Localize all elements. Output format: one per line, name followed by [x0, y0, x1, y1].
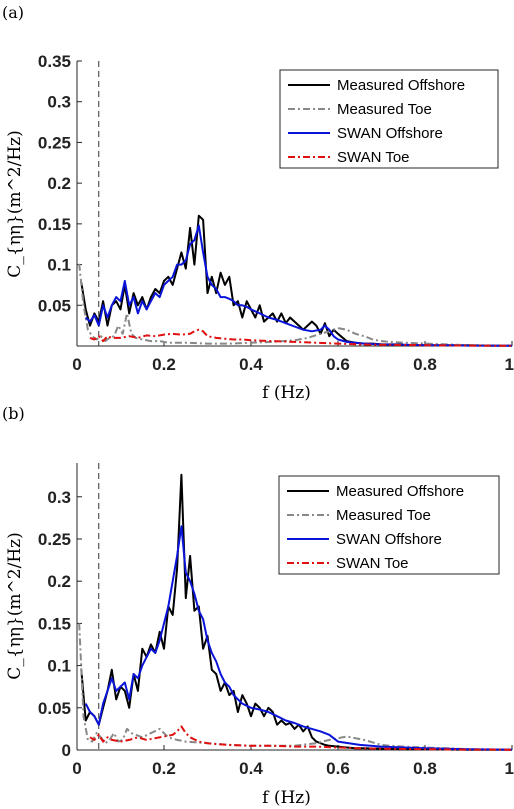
panel-b-x-tick-label: 0: [72, 759, 81, 778]
panel-b-y-tick-label: 0.25: [38, 530, 71, 549]
panel-b-y-tick-label: 0.15: [38, 614, 71, 633]
panel-a: (a) 0 0.2 0.4 0.6 0.8 1 0.05 0.1 0.15 0.2 0.25 0.3 0.…: [2, 3, 514, 403]
panel-b-y-tick-label: 0.3: [47, 488, 71, 507]
panel-a-x-tick-label: 0.6: [326, 355, 350, 374]
panel-a-y-tick-label: 0.1: [47, 256, 71, 275]
panel-b-y-tick-label: 0.05: [38, 699, 71, 718]
panel-a-x-tick-label: 0.2: [152, 355, 176, 374]
panel-a-y-tick-label: 0.25: [38, 133, 71, 152]
panel-b-y-tick-label: 0.2: [47, 572, 71, 591]
panel-b-y-tick-label: 0.1: [47, 657, 71, 676]
panel-b-series-line-1: [78, 623, 513, 751]
panel-b-y-tick-label: 0: [62, 741, 71, 760]
panel-a-y-axis-title: C_{ηη}(m^2/Hz): [5, 130, 25, 277]
panel-b-x-tick-label: 1: [505, 759, 514, 778]
panel-a-legend-label: SWAN Toe: [337, 149, 410, 166]
panel-a-x-tick-label: 1: [505, 355, 514, 374]
panel-b-legend: Measured Offshore Measured Toe SWAN Offsho…: [278, 475, 500, 575]
panel-a-legend-label: SWAN Offshore: [337, 125, 443, 142]
panel-b-x-tick-label: 0.4: [239, 759, 263, 778]
panel-a-label: (a): [2, 3, 24, 22]
panel-b-series-line-0: [80, 473, 512, 751]
panel-b-x-tick-label: 0.2: [152, 759, 176, 778]
panel-b-y-axis-title: C_{ηη}(m^2/Hz): [5, 532, 25, 679]
panel-a-y-tick-label: 0.05: [38, 296, 71, 315]
panel-b-legend-label: SWAN Offshore: [336, 531, 442, 548]
panel-a-y-tick-label: 0.3: [47, 93, 71, 112]
panel-b-x-axis-title: f (Hz): [262, 788, 311, 808]
panel-a-x-tick-label: 0.4: [239, 355, 263, 374]
panel-a-series-line-1: [78, 263, 513, 347]
panel-b-label: (b): [2, 404, 25, 423]
panel-b-legend-label: SWAN Toe: [336, 555, 409, 572]
panel-b-legend-label: Measured Offshore: [336, 483, 464, 500]
panel-a-series-line-3: [89, 328, 513, 347]
panel-b-x-tick-label: 0.8: [413, 759, 437, 778]
panel-b-legend-box: [278, 475, 500, 575]
panel-b-x-tick-label: 0.6: [326, 759, 350, 778]
panel-b-legend-label: Measured Toe: [336, 507, 431, 524]
panel-a-x-axis-title: f (Hz): [262, 383, 311, 403]
panel-a-legend-label: Measured Offshore: [337, 77, 465, 94]
panel-a-legend-box: [279, 69, 499, 169]
panel-a-x-tick-label: 0.8: [413, 355, 437, 374]
panel-a-y-tick-label: 0.15: [38, 215, 71, 234]
panel-b: (b) 0 0.2 0.4 0.6 0.8 1 0 0.05 0.1 0.15 0.2 0.25 0.3 f…: [2, 404, 514, 808]
panel-a-series-line-0: [80, 214, 513, 347]
panel-a-y-tick-label: 0.35: [38, 52, 71, 71]
panel-a-legend: Measured Offshore Measured Toe SWAN Offsho…: [279, 69, 499, 169]
panel-b-series-line-2: [84, 525, 513, 751]
panel-a-series-line-2: [85, 224, 513, 347]
panel-a-y-tick-label: 0.2: [47, 174, 71, 193]
panel-a-x-tick-label: 0: [72, 355, 81, 374]
panel-b-series-line-3: [89, 725, 513, 751]
panel-a-legend-label: Measured Toe: [337, 101, 432, 118]
